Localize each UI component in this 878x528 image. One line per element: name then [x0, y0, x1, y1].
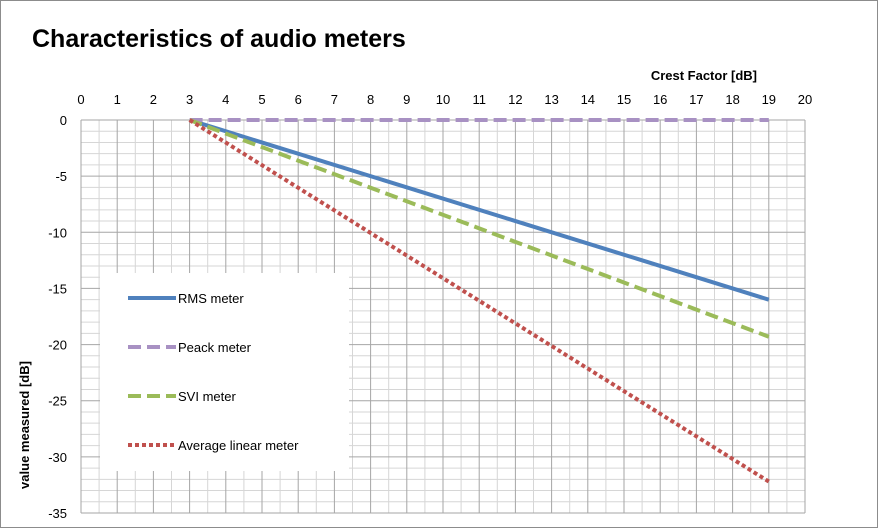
x-tick-label: 15 — [617, 92, 631, 107]
x-tick-label: 2 — [150, 92, 157, 107]
x-tick-label: 11 — [472, 92, 486, 107]
y-tick-label: -30 — [48, 450, 67, 465]
x-tick-label: 12 — [508, 92, 522, 107]
chart-title: Characteristics of audio meters — [32, 25, 406, 53]
series — [188, 118, 770, 484]
y-axis-title: value measured [dB] — [17, 361, 32, 489]
series-line-2 — [188, 118, 770, 339]
legend-label-2: SVI meter — [178, 389, 236, 404]
x-tick-label: 19 — [762, 92, 776, 107]
x-tick-label: 18 — [725, 92, 739, 107]
x-tick-label: 0 — [77, 92, 84, 107]
x-tick-label: 13 — [544, 92, 558, 107]
x-tick-label: 14 — [581, 92, 595, 107]
x-axis-title: Crest Factor [dB] — [651, 68, 757, 83]
x-tick-label: 20 — [798, 92, 812, 107]
series-line-3 — [188, 118, 770, 484]
x-tick-label: 5 — [258, 92, 265, 107]
x-tick-label: 8 — [367, 92, 374, 107]
x-tick-label: 7 — [331, 92, 338, 107]
axes: 0 1 2 3 4 5 6 7 8 9 10 11 12 13 14 15 16 17 18 19 200-5-10-1… — [48, 92, 812, 521]
series-line-0 — [189, 118, 770, 302]
y-tick-label: 0 — [60, 113, 67, 128]
x-tick-label: 9 — [403, 92, 410, 107]
y-tick-label: -20 — [48, 338, 67, 353]
y-tick-label: -25 — [48, 394, 67, 409]
x-tick-label: 17 — [689, 92, 703, 107]
legend-label-3: Average linear meter — [178, 438, 299, 453]
x-tick-label: 1 — [114, 92, 121, 107]
legend-box — [100, 273, 349, 471]
y-tick-label: -35 — [48, 506, 67, 521]
x-tick-label: 16 — [653, 92, 667, 107]
y-tick-label: -5 — [55, 169, 67, 184]
x-tick-label: 3 — [186, 92, 193, 107]
y-tick-label: -10 — [48, 225, 67, 240]
x-tick-label: 4 — [222, 92, 229, 107]
x-tick-label: 6 — [295, 92, 302, 107]
x-tick-label: 10 — [436, 92, 450, 107]
legend: RMS meter Peack meter SVI meter Average lin… — [100, 273, 349, 471]
legend-label-0: RMS meter — [178, 291, 244, 306]
y-tick-label: -15 — [48, 281, 67, 296]
legend-label-1: Peack meter — [178, 340, 252, 355]
